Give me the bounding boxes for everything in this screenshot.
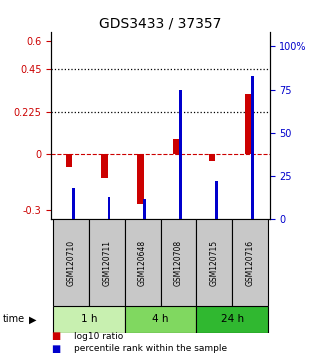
- Bar: [196, 219, 232, 306]
- Bar: [251, 76, 254, 219]
- Text: GSM120710: GSM120710: [66, 240, 75, 286]
- Bar: [137, 154, 144, 205]
- Bar: [125, 306, 196, 333]
- Bar: [72, 188, 74, 219]
- Bar: [160, 219, 196, 306]
- Text: GSM120715: GSM120715: [210, 240, 219, 286]
- Text: GSM120648: GSM120648: [138, 240, 147, 286]
- Text: log10 ratio: log10 ratio: [74, 332, 123, 341]
- Text: 1 h: 1 h: [81, 314, 97, 325]
- Text: GSM120711: GSM120711: [102, 240, 111, 286]
- Bar: [209, 154, 215, 161]
- Bar: [53, 219, 89, 306]
- Text: ■: ■: [51, 344, 61, 354]
- Text: ▶: ▶: [29, 314, 36, 325]
- Bar: [232, 219, 268, 306]
- Title: GDS3433 / 37357: GDS3433 / 37357: [99, 17, 222, 31]
- Bar: [173, 139, 179, 154]
- Text: ■: ■: [51, 331, 61, 341]
- Text: GSM120716: GSM120716: [246, 240, 255, 286]
- Bar: [179, 90, 182, 219]
- Bar: [245, 94, 251, 154]
- Text: percentile rank within the sample: percentile rank within the sample: [74, 344, 227, 353]
- Text: time: time: [3, 314, 25, 325]
- Bar: [108, 197, 110, 219]
- Text: 24 h: 24 h: [221, 314, 244, 325]
- Bar: [66, 154, 72, 167]
- Bar: [143, 199, 146, 219]
- Bar: [215, 181, 218, 219]
- Bar: [89, 219, 125, 306]
- Bar: [53, 306, 125, 333]
- Bar: [196, 306, 268, 333]
- Bar: [125, 219, 160, 306]
- Bar: [101, 154, 108, 178]
- Text: GSM120708: GSM120708: [174, 240, 183, 286]
- Text: 4 h: 4 h: [152, 314, 169, 325]
